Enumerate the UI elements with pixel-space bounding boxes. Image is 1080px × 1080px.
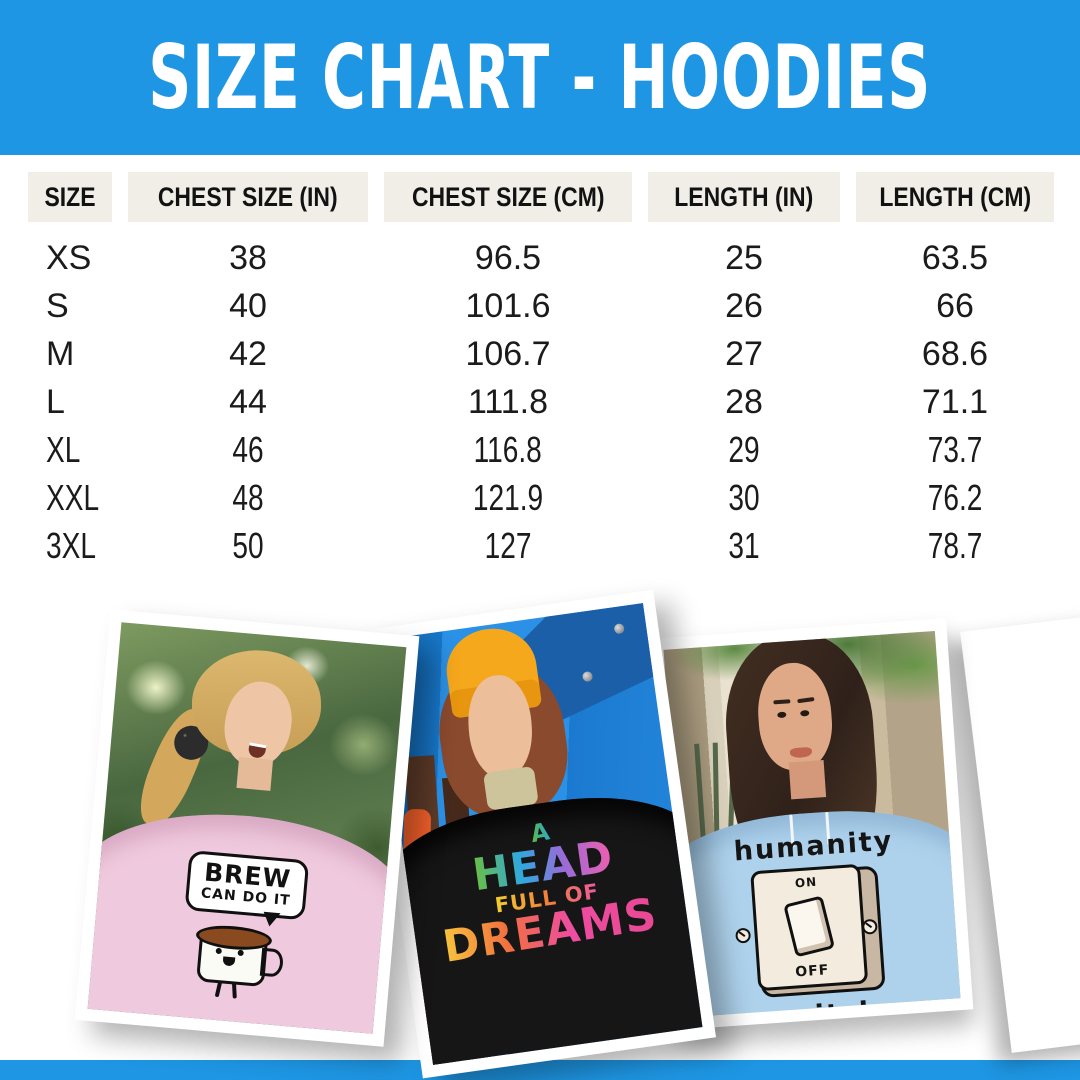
eyebrow-shape [773, 699, 791, 705]
switch-off-label: OFF [794, 962, 830, 981]
column-header-size: SIZE [28, 172, 112, 222]
page-title: SIZE CHART - HOODIES [148, 26, 932, 129]
table-cell: 76.2 [927, 477, 983, 518]
cup-mouth-shape [222, 956, 236, 967]
photo-blue-hoodie-image: humanity ON OFF switch [663, 630, 961, 1018]
smile-shape [246, 742, 266, 759]
table-cell: 46 [232, 429, 264, 470]
table-cell: L [46, 382, 65, 421]
table-cell: 29 [728, 429, 760, 470]
table-cell: 42 [229, 334, 267, 373]
cup-eye-shape [237, 949, 244, 956]
photo-pink-hoodie-image: BREW CAN DO IT [87, 622, 407, 1034]
column-header-chest-cm: CHEST SIZE (CM) [384, 172, 632, 222]
cup-leg-shape [231, 982, 237, 999]
table-cell: 101.6 [465, 286, 551, 325]
photo-black-hoodie-image: A HEAD FULL OF DREAMS [373, 603, 703, 1065]
table-cell: XXL [46, 477, 100, 518]
column-header-length-in: LENGTH (IN) [648, 172, 840, 222]
table-cell: 44 [229, 382, 267, 421]
coffee-cup-graphic [195, 922, 285, 999]
table-cell: 71.1 [921, 382, 989, 421]
photo-pink-hoodie: BREW CAN DO IT [74, 609, 420, 1047]
switch-plate-shape: ON OFF [735, 864, 878, 992]
table-cell: 30 [728, 477, 760, 518]
table-cell: 106.7 [465, 334, 551, 373]
table-cell: 25 [725, 238, 763, 277]
photo-partial-card [960, 601, 1080, 1053]
table-cell: 3XL [46, 525, 96, 566]
column-header-length-cm: LENGTH (CM) [856, 172, 1054, 222]
table-cell: 111.8 [467, 382, 549, 421]
table-cell: 127 [484, 525, 532, 566]
table-cell: 96.5 [474, 238, 542, 277]
table-cell: 27 [725, 334, 763, 373]
table-cell: 66 [936, 286, 974, 325]
table-cell: 38 [229, 238, 267, 277]
table-row: 3XL 50 127 31 78.7 [28, 522, 1052, 570]
column-header-chest-in: CHEST SIZE (IN) [128, 172, 368, 222]
eyebrow-shape [797, 697, 815, 704]
table-cell: S [46, 286, 69, 325]
hoodie-graphic-text-block: A HEAD FULL OF DREAMS [403, 807, 687, 973]
neck-shape [788, 760, 827, 800]
pink-hoodie-shape [87, 801, 407, 1034]
speech-bubble-graphic: BREW CAN DO IT [184, 850, 310, 921]
table-cell: M [46, 334, 75, 373]
table-row: L 44 111.8 28 71.1 [28, 378, 1052, 426]
table-cell: XS [46, 238, 92, 277]
eye-shape [776, 711, 787, 719]
table-cell: 40 [229, 286, 267, 325]
eye-shape [799, 710, 810, 717]
table-header-row: SIZE CHEST SIZE (IN) CHEST SIZE (CM) LEN… [28, 172, 1054, 222]
photo-partial-blank [973, 614, 1080, 1039]
table-row: XS 38 96.5 25 63.5 [28, 234, 1052, 282]
table-row: XXL 48 121.9 30 76.2 [28, 474, 1052, 522]
table-cell: 26 [725, 286, 763, 325]
switch-toggle-shape [783, 895, 836, 958]
table-body: XS 38 96.5 25 63.5 S 40 101.6 26 66 M 42… [28, 234, 1052, 570]
table-cell: 31 [728, 525, 760, 566]
table-cell: 28 [725, 382, 763, 421]
lips-shape [789, 747, 813, 759]
size-table: SIZE CHEST SIZE (IN) CHEST SIZE (CM) LEN… [28, 172, 1054, 570]
table-cell: 73.7 [927, 429, 983, 470]
screw-icon [861, 918, 878, 935]
table-cell: XL [46, 429, 81, 470]
table-row: XL 46 116.8 29 73.7 [28, 426, 1052, 474]
cup-eye-shape [215, 947, 223, 955]
table-cell: 63.5 [921, 238, 989, 277]
screw-icon [735, 927, 752, 944]
table-cell: 48 [232, 477, 264, 518]
switch-on-label: ON [794, 875, 818, 891]
hoodie-graphic-text: switch [769, 996, 882, 1018]
neck-shape [236, 757, 274, 792]
table-cell: 116.8 [473, 429, 543, 470]
table-cell: 50 [232, 525, 264, 566]
bottom-accent-bar [0, 1060, 1080, 1080]
table-row: M 42 106.7 27 68.6 [28, 330, 1052, 378]
table-cell: 78.7 [927, 525, 983, 566]
table-cell: 68.6 [921, 334, 989, 373]
table-cell: 121.9 [472, 477, 544, 518]
light-switch-graphic: ON OFF [735, 864, 886, 999]
table-row: S 40 101.6 26 66 [28, 282, 1052, 330]
title-banner: SIZE CHART - HOODIES [0, 0, 1080, 155]
hoodie-graphic-text-block: humanity ON OFF switch [677, 822, 961, 1017]
